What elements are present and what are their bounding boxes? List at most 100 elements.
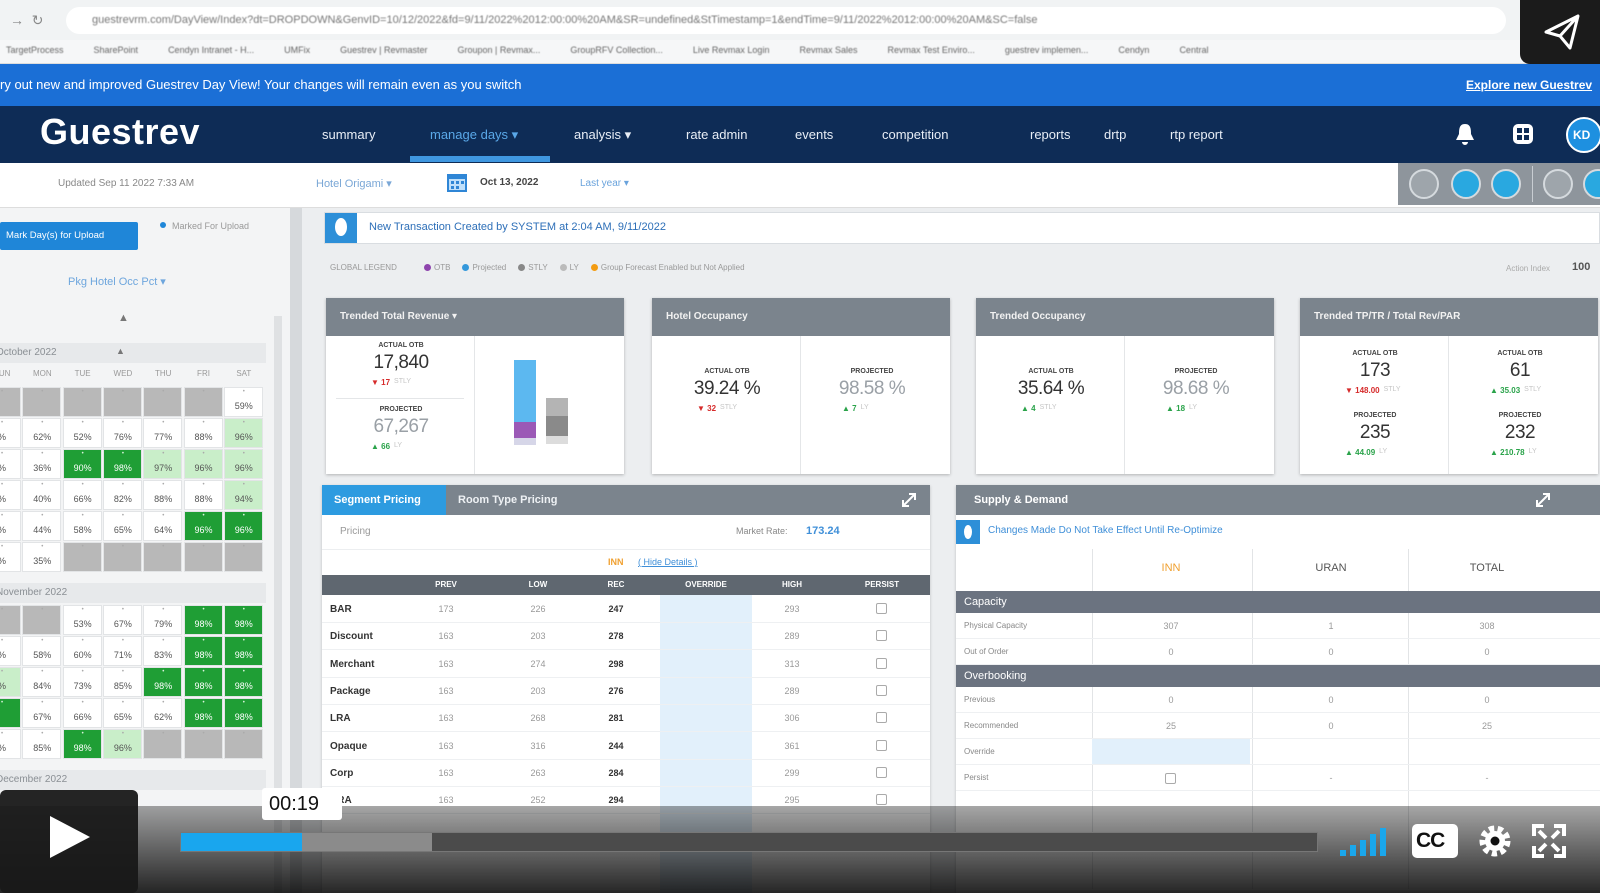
action-button[interactable] [1491, 169, 1521, 199]
calendar-day[interactable]: • 71% [102, 636, 142, 666]
hotel-select[interactable]: Hotel Origami ▾ [316, 178, 392, 190]
calendar-day[interactable]: • 36% [22, 449, 62, 479]
calendar-day[interactable]: •% [0, 667, 21, 697]
calendar-day[interactable]: • 98% [223, 698, 263, 728]
calendar-day[interactable]: • 67% [102, 605, 142, 635]
bookmark[interactable]: Guestrev | Revmaster [340, 45, 428, 55]
upload-button[interactable]: Mark Day(s) for Upload [0, 222, 138, 250]
calendar-day[interactable]: • 83% [143, 636, 183, 666]
action-button[interactable] [1451, 169, 1481, 199]
calendar-day[interactable]: • 40% [22, 480, 62, 510]
calendar-day[interactable]: • 88% [143, 480, 183, 510]
persist-checkbox[interactable] [876, 766, 887, 778]
calendar-day[interactable]: • [22, 605, 62, 635]
avatar[interactable]: KD [1566, 117, 1600, 153]
calendar-day[interactable]: • [102, 542, 142, 572]
calendar-day[interactable]: • 97% [143, 449, 183, 479]
persist-checkbox[interactable] [876, 739, 887, 751]
calendar-day[interactable]: • 64% [143, 511, 183, 541]
calendar-day[interactable]: • [62, 542, 102, 572]
compare-select[interactable]: Last year ▾ [580, 178, 629, 189]
action-button[interactable] [1409, 169, 1439, 199]
calendar-day[interactable]: • 90% [62, 449, 102, 479]
banner-link[interactable]: Explore new Guestrev [1466, 78, 1593, 92]
calendar-day[interactable]: • 65% [102, 511, 142, 541]
details-link[interactable]: ( Hide Details ) [638, 557, 698, 567]
calendar-day[interactable]: • [143, 542, 183, 572]
bookmark[interactable]: Groupon | Revmax... [457, 45, 541, 55]
calendar-day[interactable]: • 67% [22, 698, 62, 728]
calendar-day[interactable]: • 98% [62, 729, 102, 759]
calendar-day[interactable]: • 62% [143, 698, 183, 728]
calendar-day[interactable]: • [102, 387, 142, 417]
calendar-day[interactable]: • 98% [183, 605, 223, 635]
persist-checkbox[interactable] [876, 657, 887, 669]
nav-item[interactable]: drtp [1104, 127, 1127, 142]
calendar-day[interactable]: • 73% [62, 667, 102, 697]
calendar-day[interactable]: • 98% [223, 667, 263, 697]
calendar-day[interactable]: • 76% [102, 418, 142, 448]
calendar-day[interactable]: • [0, 387, 21, 417]
calendar-day[interactable]: • [183, 542, 223, 572]
calendar-day[interactable]: • 53% [62, 605, 102, 635]
calendar-day[interactable]: • 98% [183, 667, 223, 697]
calendar-day[interactable]: • [62, 387, 102, 417]
calendar-day[interactable]: • [143, 729, 183, 759]
nav-item[interactable]: analysis ▾ [574, 127, 632, 142]
nav-item[interactable]: rtp report [1170, 127, 1223, 142]
nav-item[interactable]: competition [882, 127, 949, 142]
persist-checkbox[interactable] [876, 794, 887, 806]
persist-checkbox[interactable] [1165, 773, 1176, 784]
calendar-day[interactable]: •% [0, 480, 21, 510]
bookmark[interactable]: Revmax Sales [799, 45, 858, 55]
calendar-day[interactable]: •% [0, 418, 21, 448]
calendar-day[interactable]: •% [0, 542, 21, 572]
calendar-day[interactable]: • 58% [22, 636, 62, 666]
progress-track[interactable] [180, 832, 1318, 852]
calendar-day[interactable]: • [223, 542, 263, 572]
date-picker[interactable]: Oct 13, 2022 [480, 177, 539, 188]
action-button[interactable] [1543, 169, 1573, 199]
calendar-day[interactable]: • 66% [62, 480, 102, 510]
persist-checkbox[interactable] [876, 684, 887, 696]
bookmark[interactable]: UMFix [284, 45, 311, 55]
nav-item[interactable]: rate admin [686, 127, 748, 142]
calendar-day[interactable]: • 98% [102, 449, 142, 479]
calendar-day[interactable]: • 84% [22, 667, 62, 697]
calendar-day[interactable]: • [223, 729, 263, 759]
calendar-day[interactable]: • 94% [223, 480, 263, 510]
calendar-day[interactable]: • 98% [183, 698, 223, 728]
calendar-day[interactable]: • 88% [183, 480, 223, 510]
persist-checkbox[interactable] [876, 603, 887, 614]
calendar-day[interactable]: • 96% [223, 418, 263, 448]
calendar-day[interactable]: • 62% [22, 418, 62, 448]
persist-checkbox[interactable] [876, 630, 887, 642]
calendar-day[interactable]: • [22, 387, 62, 417]
calendar-day[interactable]: • [183, 729, 223, 759]
calendar-day[interactable]: • 96% [102, 729, 142, 759]
calendar-day[interactable]: • [0, 605, 21, 635]
bookmark[interactable]: Cendyn Intranet - H... [168, 45, 255, 55]
calendar-day[interactable]: • 44% [22, 511, 62, 541]
calendar-day[interactable]: • [143, 387, 183, 417]
calendar-day[interactable]: •% [0, 636, 21, 666]
captions-button[interactable]: CC [1412, 824, 1458, 858]
nav-item[interactable]: manage days ▾ [430, 127, 519, 142]
calendar-day[interactable]: • 79% [143, 605, 183, 635]
calendar-day[interactable]: • [0, 698, 21, 728]
tab[interactable]: Room Type Pricing [458, 494, 558, 506]
calendar-day[interactable]: • 96% [223, 449, 263, 479]
bookmark[interactable]: SharePoint [93, 45, 139, 55]
nav-item[interactable]: events [795, 127, 834, 142]
calendar-day[interactable]: • 60% [62, 636, 102, 666]
calendar-day[interactable]: • 66% [62, 698, 102, 728]
calendar-day[interactable]: • 96% [223, 511, 263, 541]
persist-checkbox[interactable] [876, 712, 887, 724]
calendar-day[interactable]: • 88% [183, 418, 223, 448]
tab[interactable]: Segment Pricing [334, 494, 421, 506]
calendar-day[interactable]: • 52% [62, 418, 102, 448]
calendar-day[interactable]: • 98% [183, 636, 223, 666]
calendar-day[interactable]: • 77% [143, 418, 183, 448]
bookmark[interactable]: Revmax Test Enviro... [887, 45, 975, 55]
bookmark[interactable]: GroupRFV Collection... [570, 45, 663, 55]
